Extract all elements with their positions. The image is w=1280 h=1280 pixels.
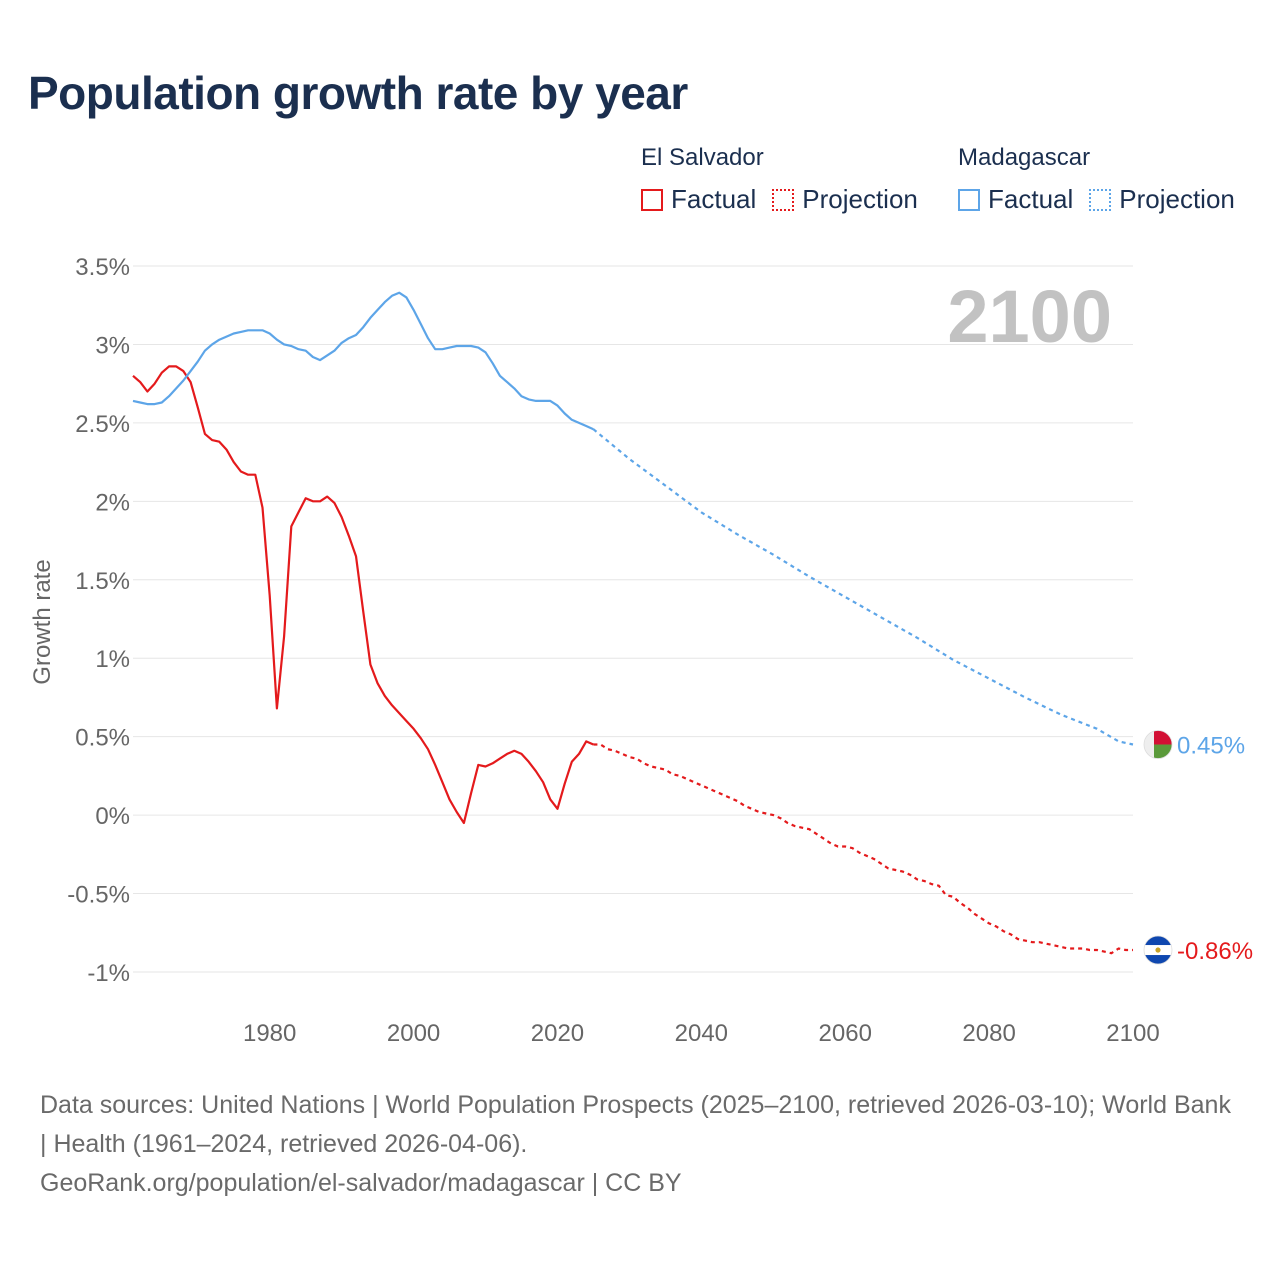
year-label: 2100: [947, 275, 1112, 358]
y-tick-label: 1%: [95, 646, 130, 673]
series-line-madagascar-factual: [132, 291, 594, 431]
legend-swatch-dotted: [1089, 188, 1112, 211]
flag-icon-el-salvador: [1143, 935, 1173, 965]
y-tick-label: 2%: [95, 489, 130, 516]
y-tick-label: 2.5%: [75, 411, 130, 438]
end-value-label-el-salvador: -0.86%: [1177, 938, 1253, 965]
chart-title: Population growth rate by year: [28, 67, 688, 119]
footer: Data sources: United Nations | World Pop…: [40, 1086, 1240, 1203]
flag-icon-madagascar: [1143, 730, 1173, 759]
y-axis-label: Growth rate: [29, 559, 56, 684]
legend-swatch-solid: [641, 188, 663, 211]
legend-item-madagascar-projection[interactable]: Projection: [1089, 184, 1235, 215]
x-tick-label: 2080: [962, 1020, 1015, 1047]
source-url[interactable]: GeoRank.org/population/el-salvador/madag…: [40, 1169, 682, 1197]
line-chart: 3.5% 3% 2.5% 2% 1.5% 1% 0.5% 0% -0.5% -1% 1980 2000…: [29, 254, 1253, 1047]
legend-label: Projection: [802, 184, 918, 214]
series-line-el-salvador-factual: [132, 365, 594, 825]
y-tick-label: 1.5%: [75, 568, 130, 595]
legend-label: Factual: [671, 184, 757, 214]
legend-item-madagascar-factual[interactable]: Factual: [958, 184, 1073, 215]
x-tick-label: 2040: [675, 1020, 728, 1047]
y-tick-label: 3.5%: [75, 254, 130, 281]
data-sources: Data sources: United Nations | World Pop…: [40, 1091, 1231, 1158]
legend-label: Projection: [1119, 184, 1235, 214]
legend-swatch-solid: [958, 188, 980, 211]
legend-label: Factual: [988, 184, 1074, 214]
y-tick-label: 0.5%: [75, 725, 130, 752]
legend-el-salvador: El Salvador Factual Projection: [641, 144, 934, 215]
x-tick-label: 2060: [819, 1020, 872, 1047]
y-tick-label: 0%: [95, 803, 130, 830]
y-tick-label: -0.5%: [67, 882, 130, 909]
end-value-label-madagascar: 0.45%: [1177, 733, 1245, 760]
y-tick-label: -1%: [87, 960, 130, 987]
x-tick-label: 2100: [1106, 1020, 1159, 1047]
x-tick-label: 2020: [531, 1020, 584, 1047]
series-line-el-salvador-projection: [593, 743, 1133, 955]
x-tick-label: 2000: [387, 1020, 440, 1047]
legend-country-name: Madagascar: [958, 144, 1091, 171]
x-tick-label: 1980: [243, 1020, 296, 1047]
legend-item-el-salvador-factual[interactable]: Factual: [641, 184, 756, 215]
legend-country-name: El Salvador: [641, 144, 764, 171]
legend-madagascar: Madagascar Factual Projection: [958, 144, 1251, 215]
legend-item-el-salvador-projection[interactable]: Projection: [772, 184, 918, 215]
legend-swatch-dotted: [772, 188, 795, 211]
y-tick-label: 3%: [95, 332, 130, 359]
series-line-madagascar-projection: [592, 428, 1134, 746]
